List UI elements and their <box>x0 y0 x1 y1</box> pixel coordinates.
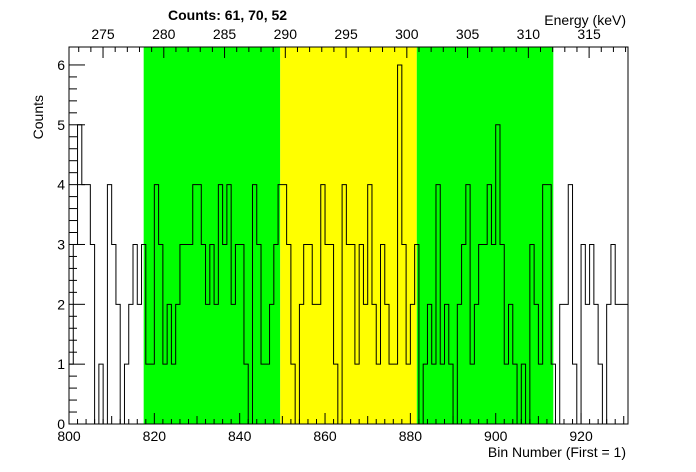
x2-tick-label: 295 <box>334 26 358 42</box>
x-tick-label: 880 <box>399 428 423 444</box>
y-tick-label: 6 <box>57 57 65 73</box>
y-tick-label: 3 <box>57 236 65 252</box>
x-tick-label: 900 <box>484 428 508 444</box>
x-tick-label: 860 <box>313 428 337 444</box>
y-tick-label: 2 <box>57 296 65 312</box>
chart-title: Counts: 61, 70, 52 <box>168 7 287 23</box>
y-tick-label: 1 <box>57 356 65 372</box>
x2-tick-label: 310 <box>517 26 541 42</box>
x2-tick-label: 315 <box>577 26 601 42</box>
plot-frame <box>68 46 629 425</box>
x-tick-label: 800 <box>57 428 81 444</box>
x-tick-label: 920 <box>569 428 593 444</box>
band-2 <box>416 47 554 424</box>
band-1 <box>280 47 417 424</box>
x2-tick-label: 305 <box>456 26 480 42</box>
x2-tick-label: 300 <box>395 26 419 42</box>
top-axis-title: Energy (keV) <box>544 12 626 28</box>
band-0 <box>143 47 281 424</box>
x-tick-label: 840 <box>228 428 252 444</box>
y-tick-label: 5 <box>57 117 65 133</box>
x2-tick-label: 285 <box>213 26 237 42</box>
y-tick-label: 4 <box>57 177 65 193</box>
y-axis-title: Counts <box>30 95 46 139</box>
x-axis-title: Bin Number (First = 1) <box>488 444 626 460</box>
y-tick-label: 0 <box>57 416 65 432</box>
x2-tick-label: 290 <box>274 26 298 42</box>
x2-tick-label: 275 <box>91 26 115 42</box>
x-tick-label: 820 <box>143 428 167 444</box>
shaded-regions <box>143 47 554 424</box>
x2-tick-label: 280 <box>152 26 176 42</box>
axis-ticks: 800 820 840 860 880 900 920 0 1 2 3 4 5 6 275 280 285 290… <box>57 26 627 444</box>
histogram-line <box>69 64 628 425</box>
